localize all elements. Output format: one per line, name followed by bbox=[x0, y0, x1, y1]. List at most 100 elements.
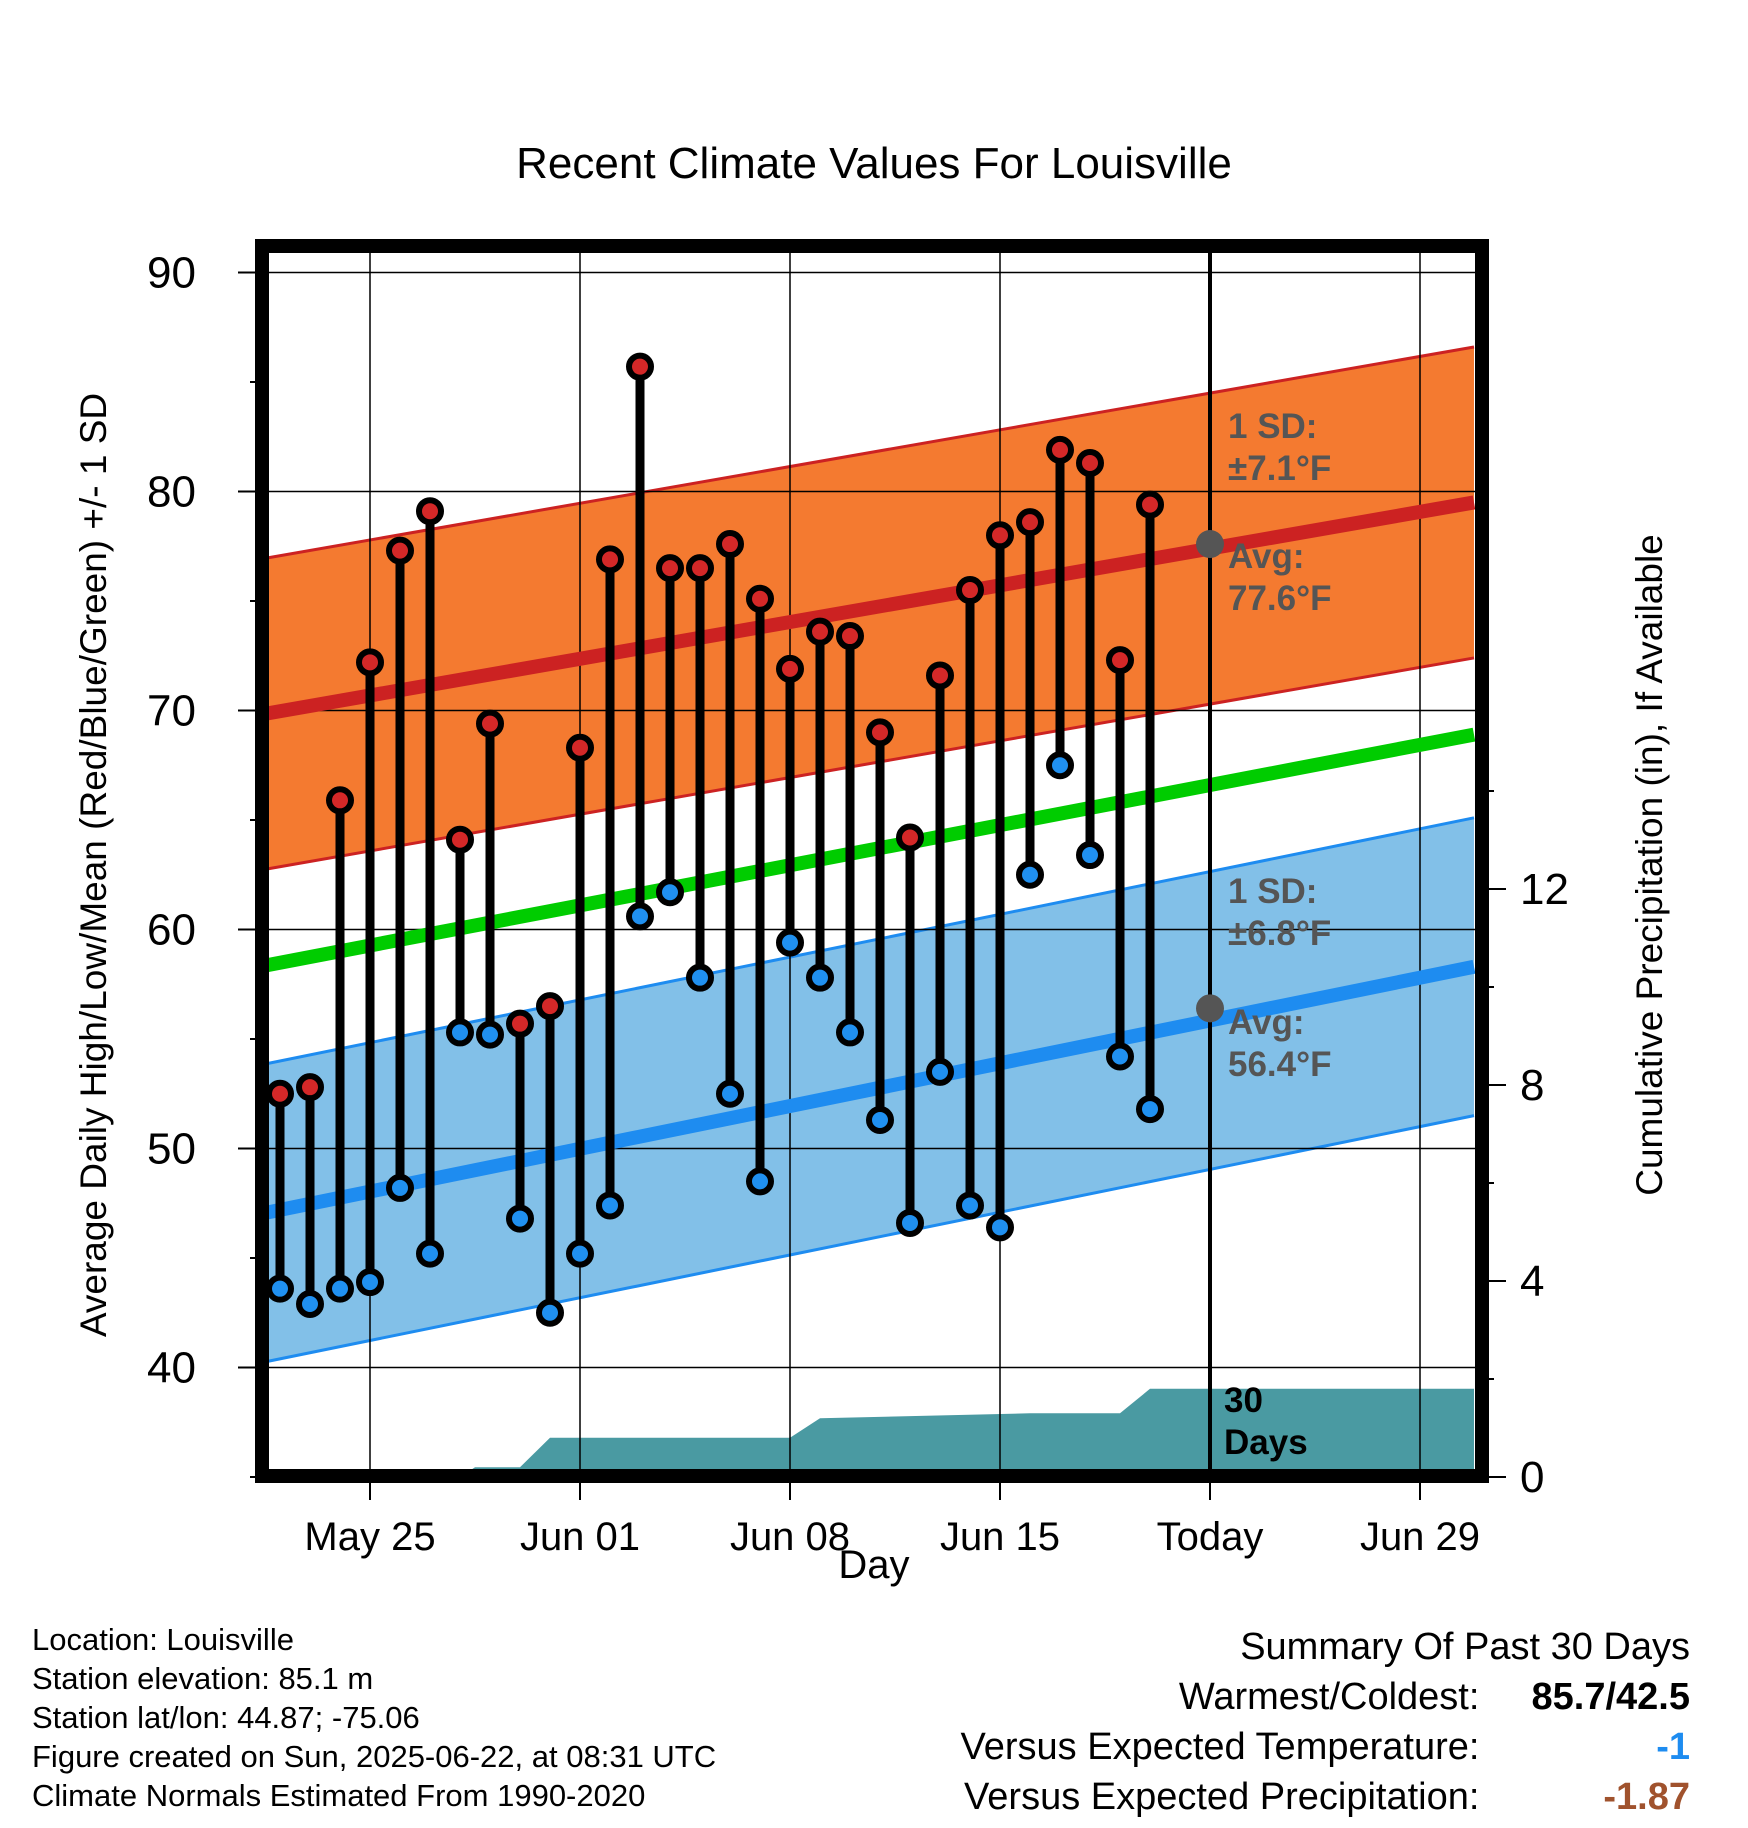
warmest-label: Warmest/Coldest: bbox=[1178, 1676, 1480, 1718]
low-point-4 bbox=[386, 1173, 414, 1202]
low-sd-label: 1 SD: bbox=[1228, 872, 1317, 911]
daily-points bbox=[266, 352, 1224, 1327]
y-tick-label-3: 70 bbox=[147, 687, 196, 736]
x-tick-label-2: Jun 08 bbox=[730, 1515, 850, 1559]
high-point-27 bbox=[1076, 449, 1104, 478]
grid-lines bbox=[262, 246, 1482, 1476]
climate-chart: Recent Climate Values For Louisville 1 S… bbox=[73, 139, 1670, 1587]
x-axis: May 25 Jun 01 Jun 08 Jun 15 Today Jun 29 bbox=[304, 1476, 1480, 1559]
low-point-23 bbox=[956, 1191, 984, 1220]
low-point-10 bbox=[566, 1239, 594, 1268]
summary-temp-row: Versus Expected Temperature: -1 bbox=[961, 1722, 1690, 1772]
high-point-7 bbox=[476, 709, 504, 738]
high-point-26 bbox=[1046, 435, 1074, 464]
precip-cumulative-area bbox=[259, 1388, 1474, 1477]
low-point-2 bbox=[326, 1274, 354, 1303]
y2-tick-label-1: 4 bbox=[1520, 1257, 1544, 1306]
high-point-5 bbox=[416, 497, 444, 526]
high-point-1 bbox=[296, 1073, 324, 1102]
x-tick-label-0: May 25 bbox=[304, 1515, 435, 1559]
low-point-20 bbox=[866, 1106, 894, 1135]
high-point-25 bbox=[1016, 508, 1044, 537]
high-point-3 bbox=[356, 648, 384, 677]
low-point-21 bbox=[896, 1208, 924, 1237]
low-point-13 bbox=[656, 878, 684, 907]
high-point-10 bbox=[566, 733, 594, 762]
normals-text: Climate Normals Estimated From 1990-2020 bbox=[32, 1778, 646, 1813]
high-sd-label: 1 SD: bbox=[1228, 407, 1317, 446]
low-point-1 bbox=[296, 1289, 324, 1318]
high-point-18 bbox=[806, 617, 834, 646]
summary-title: Summary Of Past 30 Days bbox=[1240, 1626, 1690, 1668]
low-point-7 bbox=[476, 1020, 504, 1049]
high-point-22 bbox=[926, 661, 954, 690]
low-sd-band-lower-edge bbox=[258, 1114, 1475, 1365]
y2-tick-label-2: 8 bbox=[1520, 1061, 1544, 1110]
low-point-28 bbox=[1106, 1042, 1134, 1071]
high-point-29 bbox=[1136, 490, 1164, 519]
low-point-18 bbox=[806, 963, 834, 992]
elevation-text: Station elevation: 85.1 m bbox=[32, 1661, 374, 1696]
y-tick-label-0: 40 bbox=[147, 1344, 196, 1393]
low-point-12 bbox=[626, 902, 654, 931]
low-point-27 bbox=[1076, 841, 1104, 870]
high-point-19 bbox=[836, 622, 864, 651]
high-avg-value: 77.6°F bbox=[1228, 579, 1332, 618]
high-point-6 bbox=[446, 825, 474, 854]
high-point-12 bbox=[626, 352, 654, 381]
y2-tick-label-0: 0 bbox=[1520, 1453, 1544, 1502]
low-point-14 bbox=[686, 963, 714, 992]
high-point-2 bbox=[326, 786, 354, 815]
chart-title: Recent Climate Values For Louisville bbox=[516, 139, 1232, 188]
y-tick-label-4: 80 bbox=[147, 468, 196, 517]
location-text: Location: Louisville bbox=[32, 1622, 294, 1657]
low-point-24 bbox=[986, 1213, 1014, 1242]
high-point-15 bbox=[716, 530, 744, 559]
y-axis-right: 0 4 8 12 bbox=[1482, 790, 1569, 1502]
low-point-9 bbox=[536, 1298, 564, 1327]
high-point-17 bbox=[776, 654, 804, 683]
normal-high-line bbox=[257, 495, 1476, 722]
daily-range-bars bbox=[275, 366, 1155, 1313]
low-point-3 bbox=[356, 1268, 384, 1297]
high-point-28 bbox=[1106, 646, 1134, 675]
y-tick-label-1: 50 bbox=[147, 1125, 196, 1174]
low-point-17 bbox=[776, 928, 804, 957]
high-point-24 bbox=[986, 521, 1014, 550]
low-sd-value: ±6.8°F bbox=[1228, 914, 1331, 953]
today-low-avg-marker bbox=[1196, 994, 1224, 1023]
low-point-15 bbox=[716, 1079, 744, 1108]
y-tick-label-5: 90 bbox=[147, 249, 196, 298]
temp-value: -1 bbox=[1656, 1726, 1690, 1768]
station-info: Location: Louisville Station elevation: … bbox=[32, 1620, 716, 1815]
high-point-21 bbox=[896, 823, 924, 852]
summary-panel: Summary Of Past 30 Days Warmest/Coldest:… bbox=[961, 1622, 1690, 1822]
x-tick-label-1: Jun 01 bbox=[520, 1515, 640, 1559]
high-point-4 bbox=[386, 536, 414, 565]
high-point-13 bbox=[656, 554, 684, 583]
days-label-line1: 30 bbox=[1224, 1381, 1263, 1420]
low-point-29 bbox=[1136, 1095, 1164, 1124]
high-point-8 bbox=[506, 1009, 534, 1038]
precip-label: Versus Expected Precipitation: bbox=[964, 1776, 1480, 1818]
low-avg-label: Avg: bbox=[1228, 1003, 1304, 1042]
high-point-20 bbox=[866, 718, 894, 747]
high-point-0 bbox=[266, 1079, 294, 1108]
summary-precip-row: Versus Expected Precipitation: -1.87 bbox=[961, 1772, 1690, 1822]
high-point-16 bbox=[746, 584, 774, 613]
low-point-6 bbox=[446, 1018, 474, 1047]
normal-low-line bbox=[257, 959, 1476, 1222]
plot-frame bbox=[255, 239, 1489, 1483]
latlon-text: Station lat/lon: 44.87; -75.06 bbox=[32, 1700, 420, 1735]
high-point-23 bbox=[956, 576, 984, 605]
low-avg-value: 56.4°F bbox=[1228, 1045, 1332, 1084]
y-tick-label-2: 60 bbox=[147, 906, 196, 955]
high-sd-band-upper-edge bbox=[258, 345, 1475, 561]
summary-warmest-row: Warmest/Coldest: 85.7/42.5 bbox=[961, 1672, 1690, 1722]
x-tick-label-4: Today bbox=[1157, 1515, 1264, 1559]
precip-area bbox=[259, 1388, 1474, 1477]
low-point-0 bbox=[266, 1274, 294, 1303]
high-point-9 bbox=[536, 992, 564, 1021]
